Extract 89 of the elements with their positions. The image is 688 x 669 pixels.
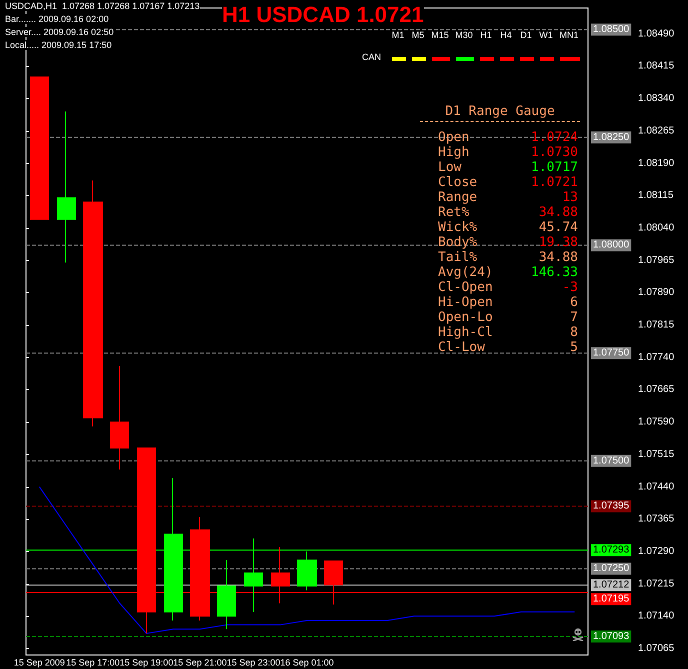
- annotation: Server.... 2009.09.16 02:50: [5, 27, 114, 37]
- annotation: -3: [561, 280, 578, 295]
- y-tick-label: 1.07515: [638, 448, 675, 460]
- annotation: Cl-Open: [438, 280, 493, 295]
- annotation: High: [438, 145, 470, 160]
- annotation: Low: [438, 160, 462, 175]
- annotation: H1: [479, 30, 493, 40]
- y-tick-label: 1.08490: [638, 28, 675, 40]
- annotation: Tail%: [438, 250, 478, 265]
- chart-title: H1 USDCAD 1.0721: [222, 2, 424, 28]
- annotation: Body%: [438, 235, 478, 250]
- x-tick-label: 15 Sep 23:00: [226, 658, 280, 668]
- ref-line-label: 1.08000: [593, 240, 630, 251]
- y-tick-label: 1.07665: [638, 384, 675, 396]
- y-tick-label: 1.07365: [638, 514, 675, 525]
- annotation: Open: [438, 130, 470, 145]
- candlestick: [57, 111, 76, 263]
- candlestick: [217, 560, 236, 630]
- annotation: W1: [538, 30, 554, 40]
- annotation: Local..... 2009.09.15 17:50: [5, 40, 112, 50]
- annotation: M5: [410, 30, 426, 40]
- ref-line-label: 1.07395: [593, 500, 630, 512]
- annotation: 1.0730: [530, 145, 578, 160]
- annotation: 45.74: [538, 220, 578, 235]
- annotation: Wick%: [438, 220, 478, 235]
- x-tick-label: 16 Sep 01:00: [280, 658, 334, 668]
- annotation: 6: [569, 295, 578, 310]
- annotation: 1.0717: [530, 160, 578, 175]
- y-tick-label: 1.07590: [638, 416, 675, 428]
- y-tick-label: 1.07440: [638, 481, 675, 492]
- y-tick-label: 1.07740: [638, 352, 675, 363]
- annotation: D1 Range Gauge: [420, 104, 580, 122]
- y-tick-label: 1.07965: [638, 254, 675, 266]
- annotation: 5: [569, 340, 578, 355]
- annotation: M30: [454, 30, 474, 40]
- x-tick-label: 15 Sep 17:00: [66, 658, 120, 668]
- annotation: Bar....... 2009.09.16 02:00: [5, 14, 109, 24]
- annotation: High-Cl: [438, 325, 493, 340]
- annotation: 1.0721: [530, 175, 578, 190]
- annotation: Ret%: [438, 205, 470, 220]
- annotation: 8: [569, 325, 578, 340]
- x-tick-label: 15 Sep 19:00: [120, 658, 174, 668]
- ref-line-label: 1.07093: [593, 630, 630, 642]
- ref-line-label: 1.07250: [593, 563, 630, 574]
- annotation: Hi-Open: [438, 295, 493, 310]
- y-tick-label: 1.08190: [638, 158, 675, 169]
- y-tick-label: 1.08265: [638, 125, 675, 136]
- annotation: 7: [569, 310, 578, 325]
- y-tick-label: 1.08340: [638, 93, 675, 104]
- y-tick-label: 1.07890: [638, 287, 675, 298]
- annotation: Close: [438, 175, 478, 190]
- annotation: Cl-Low: [438, 340, 485, 355]
- annotation: M15: [430, 30, 450, 40]
- ref-line-label: 1.07195: [593, 594, 630, 605]
- y-tick-label: 1.07215: [638, 578, 675, 590]
- candlestick: [30, 76, 49, 220]
- annotation: USDCAD,H1 1.07268 1.07268 1.07167 1.07213: [5, 1, 200, 11]
- annotation: 34.88: [538, 205, 578, 220]
- annotation: MN1: [558, 30, 580, 40]
- ref-line-label: 1.07750: [593, 348, 630, 359]
- line-series: [38, 486, 576, 634]
- y-tick-label: 1.08115: [638, 190, 674, 202]
- y-tick-label: 1.08040: [638, 222, 675, 234]
- candlestick: [110, 366, 129, 470]
- ref-line-label: 1.08500: [593, 24, 630, 36]
- annotation: Open-Lo: [438, 310, 493, 325]
- annotation: H4: [499, 30, 513, 40]
- y-tick-label: 1.08415: [638, 60, 675, 72]
- annotation: D1: [519, 30, 533, 40]
- annotation: 146.33: [530, 265, 578, 280]
- annotation: 19.38: [538, 235, 578, 250]
- ref-line-label: 1.07500: [593, 455, 630, 466]
- x-tick-label: 15 Sep 2009: [14, 658, 65, 668]
- y-tick-label: 1.07065: [638, 643, 675, 654]
- y-tick-label: 1.07815: [638, 320, 675, 331]
- ref-line-label: 1.07293: [593, 544, 630, 556]
- annotation: Range: [438, 190, 478, 205]
- annotation: 1.0724: [530, 130, 578, 145]
- candlestick: [83, 180, 103, 427]
- x-tick-label: 15 Sep 21:00: [173, 658, 227, 668]
- y-tick-label: 1.07140: [638, 610, 675, 622]
- annotation: CAN: [362, 52, 382, 62]
- ref-line-label: 1.07212: [593, 580, 630, 591]
- ref-line-label: 1.08250: [593, 132, 630, 143]
- y-tick-label: 1.07290: [638, 546, 675, 557]
- annotation: 13: [561, 190, 578, 205]
- annotation: M1: [390, 30, 406, 40]
- annotation: 34.88: [538, 250, 578, 265]
- annotation: Avg(24): [438, 265, 493, 280]
